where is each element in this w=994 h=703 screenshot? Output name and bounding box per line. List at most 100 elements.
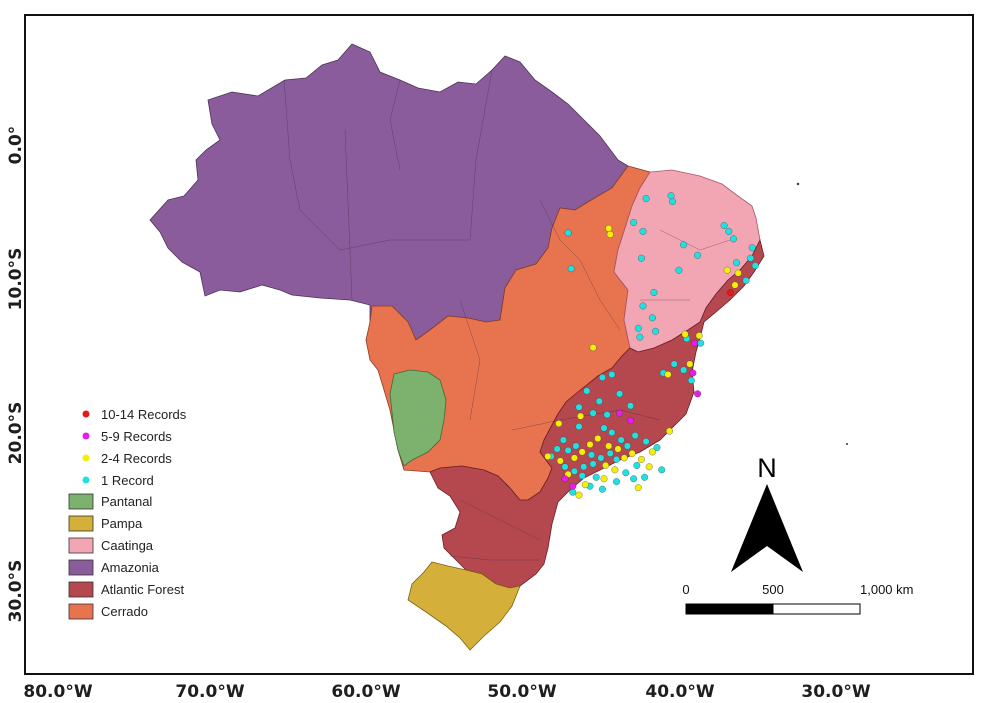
legend-marker-5-9 — [82, 432, 90, 440]
biome-layer — [149, 43, 765, 651]
legend-marker-2-4 — [82, 454, 90, 462]
record-point — [637, 254, 645, 262]
north-label: N — [757, 453, 777, 483]
record-point — [623, 442, 631, 450]
record-point — [664, 371, 672, 378]
records-layer — [544, 192, 759, 499]
biome-pampa — [407, 561, 521, 651]
record-point — [608, 429, 616, 437]
record-point — [742, 277, 750, 285]
record-point — [658, 466, 666, 474]
x-tick-label: 50.0°W — [487, 682, 556, 702]
record-point — [575, 403, 583, 411]
y-tick-label: 30.0°S — [6, 560, 26, 623]
record-point — [653, 444, 661, 451]
record-point — [667, 192, 675, 200]
record-point — [694, 390, 702, 398]
x-tick-label: 70.0°W — [175, 682, 244, 702]
record-point — [616, 390, 624, 398]
biome-pantanal — [389, 369, 447, 467]
record-point — [645, 463, 653, 471]
legend-label: Caatinga — [101, 538, 154, 553]
record-point — [564, 229, 572, 237]
scale-label: 500 — [762, 582, 784, 597]
record-point — [570, 467, 578, 475]
record-point — [600, 475, 608, 483]
legend-label: Amazonia — [101, 560, 160, 575]
record-point — [723, 266, 731, 274]
y-tick-label: 10.0°S — [6, 248, 26, 311]
record-point — [689, 369, 697, 377]
record-point — [747, 254, 755, 262]
record-point — [605, 224, 613, 232]
record-point — [617, 436, 625, 444]
record-point — [675, 266, 683, 274]
record-point — [648, 314, 656, 322]
legend-swatch-atlantic-forest — [68, 581, 94, 598]
record-point — [642, 195, 650, 203]
record-point — [561, 475, 569, 483]
record-point — [628, 449, 636, 457]
legend: 10-14 Records 5-9 Records 2-4 Records 1 … — [68, 407, 187, 620]
record-point — [670, 360, 678, 368]
record-point — [569, 482, 577, 490]
record-point — [634, 324, 642, 332]
record-point — [620, 454, 628, 462]
record-point — [577, 412, 585, 420]
record-point — [666, 427, 673, 435]
record-point — [631, 432, 639, 440]
record-point — [731, 281, 739, 289]
record-point — [605, 442, 613, 450]
record-point — [613, 478, 620, 486]
record-point — [572, 442, 580, 450]
record-point — [734, 269, 742, 277]
legend-label: Pampa — [101, 516, 143, 531]
record-point — [553, 445, 561, 453]
record-point — [652, 327, 659, 335]
record-point — [598, 485, 606, 493]
legend-marker-1 — [82, 476, 90, 484]
record-point — [597, 454, 605, 462]
scale-label: 0 — [682, 582, 689, 597]
record-point — [569, 488, 577, 496]
record-point — [641, 473, 649, 481]
record-point — [633, 461, 641, 469]
record-point — [598, 373, 606, 381]
record-point — [616, 409, 624, 417]
legend-label: Cerrado — [101, 604, 148, 619]
record-point — [634, 484, 642, 492]
x-tick-label: 60.0°W — [331, 682, 400, 702]
record-point — [730, 235, 737, 243]
legend-swatch-amazonia — [68, 559, 94, 576]
record-point — [561, 463, 569, 471]
record-point — [613, 455, 620, 463]
record-point — [586, 441, 594, 448]
record-point — [589, 344, 597, 352]
record-point — [583, 387, 591, 395]
legend-swatch-pantanal — [68, 493, 94, 510]
record-point — [726, 289, 734, 296]
record-point — [556, 457, 564, 465]
record-point — [581, 481, 589, 489]
record-point — [592, 473, 600, 481]
record-point — [567, 265, 575, 273]
record-point — [580, 463, 588, 471]
record-point — [570, 454, 578, 462]
legend-label: 5-9 Records — [101, 429, 172, 444]
legend-swatch-cerrado — [68, 603, 94, 620]
record-point — [695, 332, 703, 340]
island-speck — [846, 443, 848, 445]
record-point — [627, 417, 634, 425]
record-point — [639, 302, 647, 310]
record-point — [578, 448, 586, 456]
record-point — [669, 198, 677, 206]
scale-bar: 0 500 1,000 km — [682, 582, 913, 615]
record-point — [606, 230, 614, 238]
record-point — [650, 289, 658, 296]
y-tick-label: 20.0°S — [6, 402, 26, 465]
legend-label: 1 Record — [101, 473, 154, 488]
record-point — [691, 339, 698, 347]
record-point — [630, 475, 638, 483]
record-point — [751, 262, 759, 270]
